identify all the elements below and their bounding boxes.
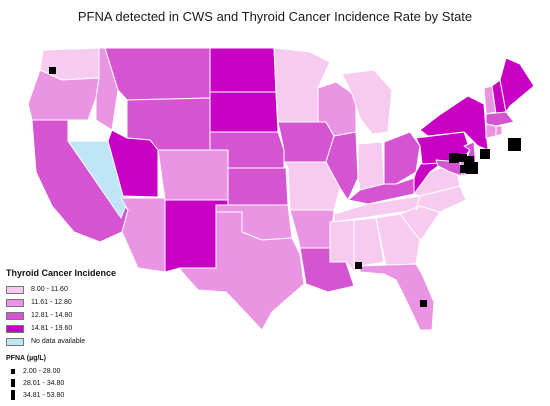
state-ms [329, 219, 355, 273]
state-me [499, 57, 535, 113]
legend-class-4: 14.81 - 19.60 [6, 322, 116, 335]
pfna-marker-fl [420, 300, 427, 307]
pfna-marker-de [460, 165, 468, 173]
legend-swatch [6, 337, 24, 346]
pfna-marker-small [11, 368, 15, 374]
state-ga [375, 213, 421, 267]
state-co [157, 149, 229, 201]
legend-class-1: 8.00 - 11.60 [6, 283, 116, 296]
legend-swatch [6, 285, 24, 294]
pfna-marker-medium [11, 379, 15, 387]
state-mt [104, 47, 211, 101]
pfna-marker-pa [449, 153, 459, 163]
pfna-marker-pa-east [459, 154, 467, 162]
legend-label: 14.81 - 19.60 [31, 325, 73, 332]
legend-class-2: 11.61 - 12.80 [6, 296, 116, 309]
pfna-marker-al [355, 262, 362, 269]
state-ut [107, 129, 159, 198]
pfna-marker-nj [466, 162, 478, 174]
state-nd [209, 47, 277, 93]
state-ri [495, 125, 503, 137]
legend-swatch [6, 298, 24, 307]
pfna-marker-ma [508, 138, 521, 151]
pfna-marker-nj-north [464, 156, 474, 166]
map-title: PFNA detected in CWS and Thyroid Cancer … [77, 9, 473, 24]
pfna-legend-title: PFNA (µg/L) [6, 355, 46, 362]
legend-label: 8.00 - 11.60 [31, 286, 68, 293]
state-ar [289, 209, 335, 249]
legend-class-nodata: No data available [6, 335, 116, 348]
legend-class-3: 12.81 - 14.80 [6, 309, 116, 322]
pfna-class-2: 28.01 - 34.80 [6, 377, 116, 389]
map-legend: Thyroid Cancer Incidence 8.00 - 11.60 11… [6, 268, 116, 401]
legend-title: Thyroid Cancer Incidence [6, 268, 117, 278]
state-ca [31, 119, 129, 243]
state-in [357, 141, 385, 191]
legend-label: 12.81 - 14.80 [31, 312, 73, 319]
pfna-label: 34.81 - 53.80 [23, 391, 65, 399]
legend-label: No data available [31, 338, 86, 345]
pfna-marker-large [11, 390, 15, 400]
state-az [120, 197, 166, 273]
state-ny [419, 95, 489, 151]
state-mi [341, 69, 393, 135]
pfna-class-1: 2.00 - 28.00 [6, 365, 116, 377]
pfna-label: 2.00 - 28.00 [23, 367, 61, 375]
state-sd [209, 91, 279, 133]
pfna-class-3: 34.81 - 53.80 [6, 389, 116, 401]
state-ks [227, 167, 289, 206]
state-ct [485, 123, 497, 139]
pfna-marker-ny [480, 149, 490, 159]
state-ia [277, 121, 335, 163]
pfna-marker-wa [49, 67, 56, 74]
pfna-label: 28.01 - 34.80 [23, 379, 65, 387]
legend-label: 11.61 - 12.80 [31, 299, 72, 306]
state-al [353, 217, 385, 273]
state-fl [359, 263, 435, 331]
state-or [27, 69, 100, 121]
state-tx [179, 211, 305, 331]
legend-swatch [6, 324, 24, 333]
legend-swatch [6, 311, 24, 320]
state-ma [485, 111, 515, 127]
